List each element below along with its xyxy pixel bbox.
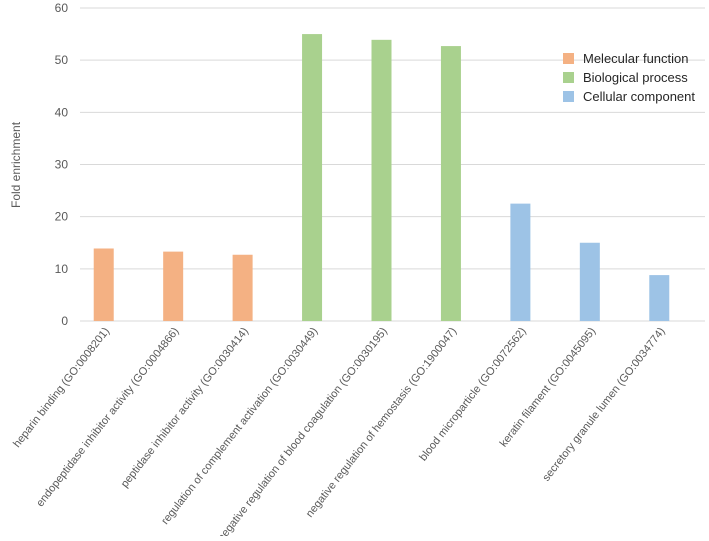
y-tick-label: 30 — [55, 158, 69, 172]
bar — [440, 46, 461, 321]
y-axis-ticks: 0 10 20 30 40 50 60 — [55, 1, 69, 328]
y-axis-title: Fold enrichment — [9, 121, 23, 208]
x-tick-label: regulation of complement activation (GO:… — [159, 325, 320, 527]
bar — [302, 34, 323, 321]
bar — [510, 203, 531, 321]
bar — [371, 39, 392, 322]
legend-swatch — [563, 53, 574, 64]
legend: Melecular function Biological process Cell… — [563, 51, 695, 104]
legend-swatch — [563, 72, 574, 83]
legend-label: Biological process — [583, 70, 688, 85]
grid-lines — [80, 7, 705, 322]
y-tick-label: 20 — [55, 210, 69, 224]
bar — [93, 248, 114, 321]
y-tick-label: 60 — [55, 1, 69, 15]
x-tick-label: endopeptidase inhibitor activity (GO:000… — [34, 325, 181, 509]
x-tick-label: peptidase inhibitor activity (GO:0030414… — [119, 325, 251, 489]
bars — [93, 34, 670, 322]
legend-label: Cellular component — [583, 89, 695, 104]
y-tick-label: 50 — [55, 53, 69, 67]
y-tick-label: 10 — [55, 262, 69, 276]
y-tick-label: 0 — [61, 314, 68, 328]
bar — [232, 254, 253, 321]
bar — [163, 251, 184, 321]
x-tick-label: secretory granule lumen (GO:0034774) — [540, 325, 667, 483]
bar — [579, 242, 600, 321]
bar — [649, 275, 670, 321]
x-tick-label: negative regulation of hemostasis (GO:19… — [304, 325, 460, 519]
y-tick-label: 40 — [55, 105, 69, 119]
legend-swatch — [563, 91, 574, 102]
x-axis-labels: heparin binding (GO:0008201)endopeptidas… — [11, 325, 668, 541]
legend-label: Melecular function — [583, 51, 689, 66]
